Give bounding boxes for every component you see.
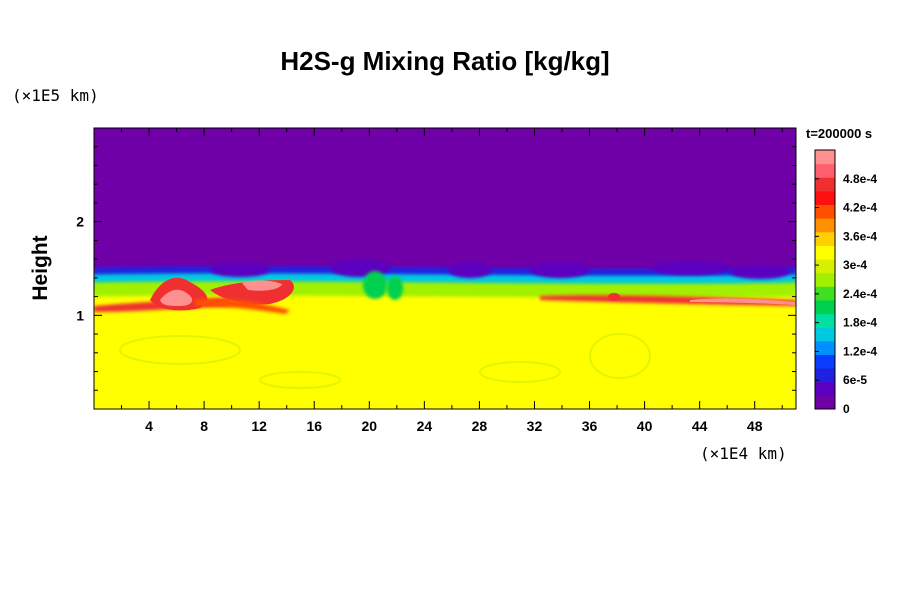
colorbar-tick-label: 1.8e-4 (843, 316, 877, 330)
turbulence-blob (650, 261, 730, 275)
x-tick-label: 32 (527, 418, 543, 434)
swirl-pattern (259, 371, 341, 389)
x-axis: 4 8 12 16 20 24 28 32 36 40 44 48 (121, 128, 783, 434)
y-axis-unit: (×1E5 km) (12, 86, 99, 105)
colorbar-segment (815, 272, 835, 287)
peak-ratio-plume (160, 289, 193, 306)
plot-frame (93, 127, 797, 410)
colorbar-segment (815, 190, 835, 206)
colorbar-segment (815, 163, 835, 178)
turbulence-blob (363, 271, 387, 299)
swirl-pattern (589, 333, 651, 379)
x-axis-unit: (×1E4 km) (700, 444, 787, 463)
colorbar-segment (815, 381, 835, 396)
colorbar-segment (815, 150, 835, 165)
x-tick-label: 4 (145, 418, 153, 434)
colorbar-segment (815, 259, 835, 274)
colorbar-segment (815, 395, 835, 410)
colorbar-segment (815, 368, 835, 383)
high-ratio-layer-left (195, 298, 290, 314)
x-tick-label: 12 (251, 418, 267, 434)
peak-ratio-layer-right (690, 298, 796, 305)
colorbar-frame (814, 149, 836, 410)
time-label: t=200000 s (806, 126, 873, 141)
turbulence-blob (530, 262, 590, 278)
high-ratio-layer-right (540, 295, 796, 306)
colorbar-segment (815, 231, 835, 246)
swirl-pattern (479, 361, 561, 383)
colorbar-tick-label: 3.6e-4 (843, 229, 877, 243)
x-tick-label: 40 (637, 418, 653, 434)
colorbar: 0 6e-5 1.2e-4 1.8e-4 2.4e-4 3e-4 3.6e-4 4.2e-4 4… (814, 149, 877, 416)
turbulence-blob (730, 265, 790, 279)
colorbar-tick-label: 4.2e-4 (843, 201, 877, 215)
colorbar-segment (815, 340, 835, 355)
y-tick-label: 2 (76, 214, 84, 230)
x-tick-label: 36 (582, 418, 598, 434)
colorbar-segment (815, 299, 835, 315)
chart-title: H2S-g Mixing Ratio [kg/kg] (280, 46, 610, 76)
x-tick-label: 24 (417, 418, 433, 434)
colorbar-tick-label: 6e-5 (843, 373, 867, 387)
x-tick-label: 44 (692, 418, 708, 434)
turbulence-blob (210, 263, 270, 277)
x-tick-label: 8 (200, 418, 208, 434)
high-ratio-spot (608, 293, 620, 301)
colorbar-segment (815, 204, 835, 219)
turbulence-blob (387, 276, 403, 300)
x-tick-label: 28 (472, 418, 488, 434)
colorbar-tick-label: 1.2e-4 (843, 344, 877, 358)
colorbar-tick-label: 4.8e-4 (843, 172, 877, 186)
colorbar-segment (815, 177, 835, 192)
colorbar-tick-label: 2.4e-4 (843, 287, 877, 301)
colorbar-tick-label: 3e-4 (843, 258, 867, 272)
turbulence-blob (448, 262, 492, 278)
colorbar-segment (815, 327, 835, 342)
colorbar-segment (815, 245, 835, 260)
colorbar-segment (815, 218, 835, 233)
colorbar-segment (815, 313, 835, 328)
x-tick-label: 20 (362, 418, 378, 434)
swirl-pattern (119, 335, 241, 365)
x-tick-label: 16 (306, 418, 322, 434)
heatmap-field (94, 128, 796, 409)
colorbar-segment (815, 354, 835, 369)
x-tick-label: 48 (747, 418, 763, 434)
y-tick-label: 1 (76, 307, 84, 323)
y-axis: 12 (76, 146, 796, 391)
colorbar-segment (815, 286, 835, 301)
peak-ratio-plume (242, 280, 282, 291)
colorbar-tick-label: 0 (843, 402, 850, 416)
